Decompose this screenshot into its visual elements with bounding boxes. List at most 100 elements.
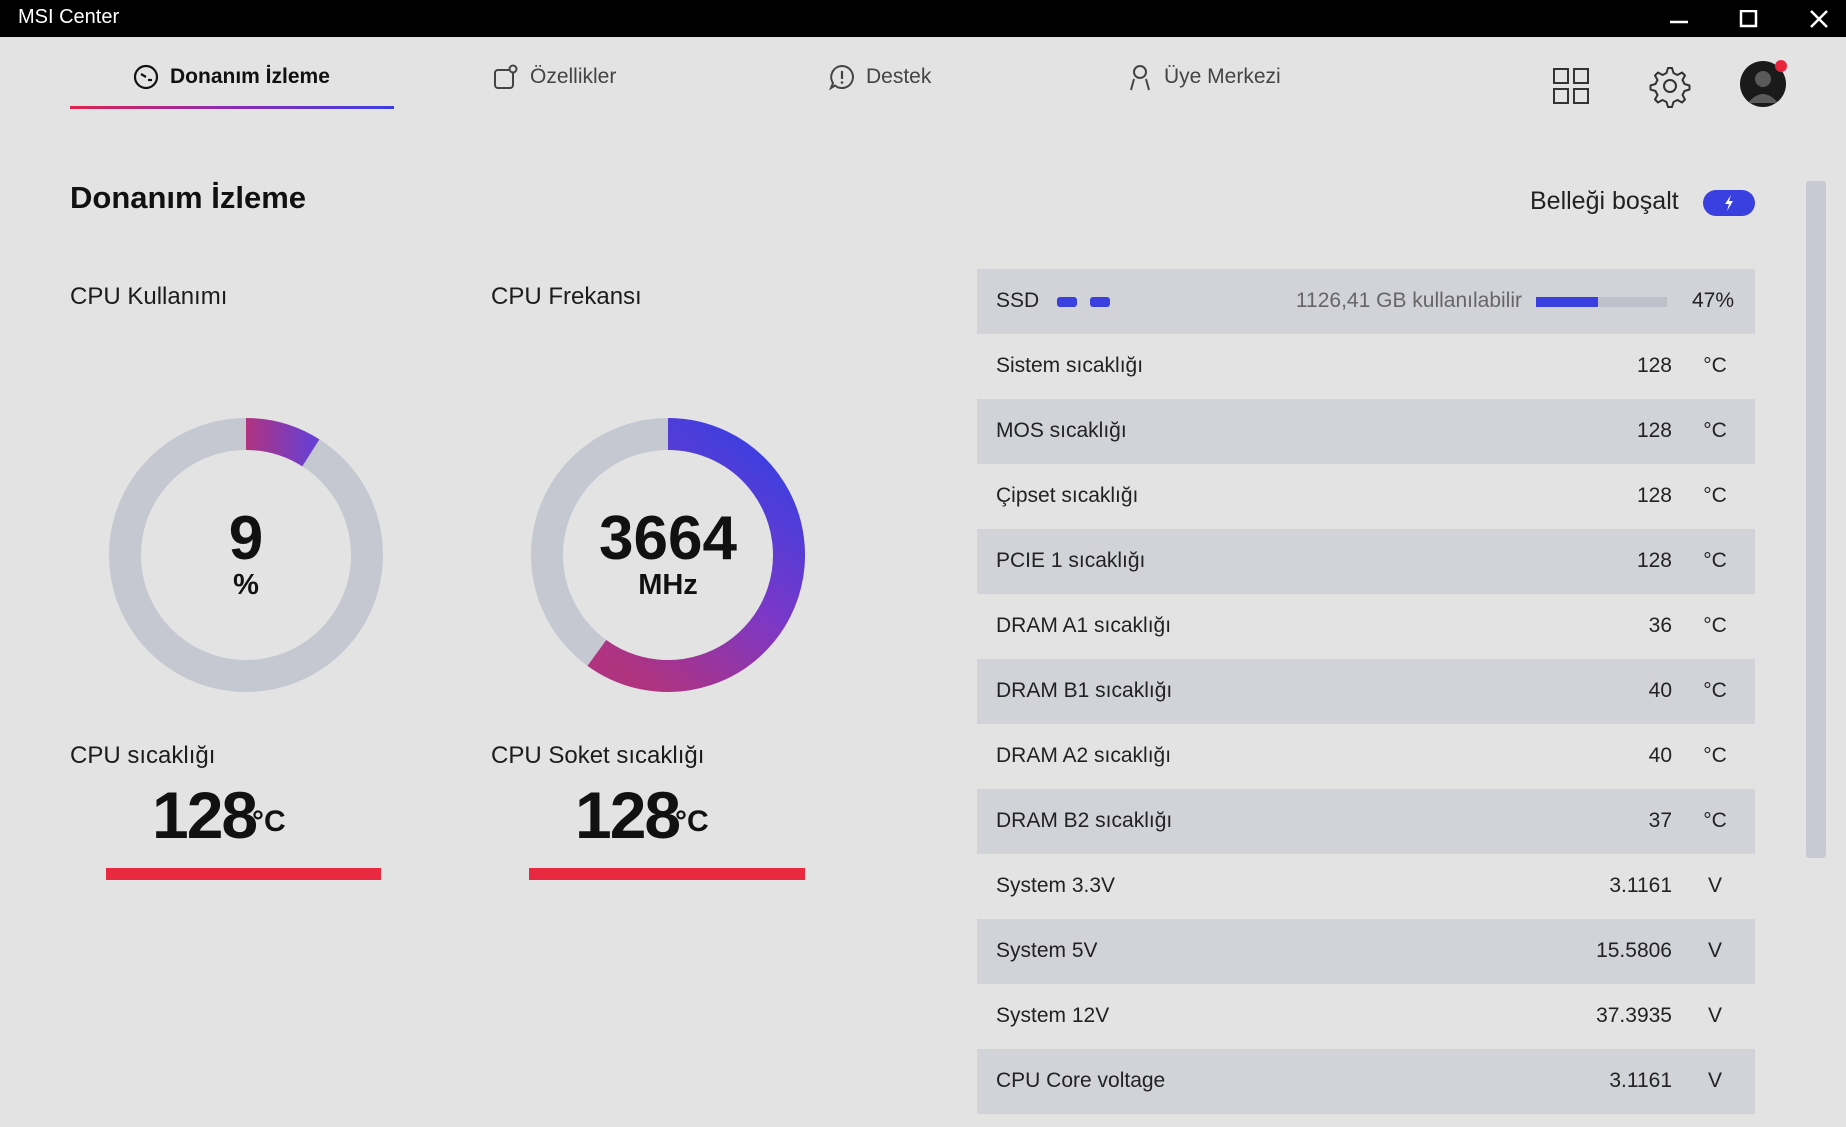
sensor-name: Çipset sıcaklığı (996, 484, 1139, 507)
scrollbar-thumb[interactable] (1806, 181, 1826, 858)
sensor-name: System 5V (996, 939, 1098, 962)
ssd-indicator (1090, 297, 1110, 307)
sensor-value: 36 (1648, 614, 1672, 637)
close-icon (1810, 10, 1828, 28)
ssd-usage-bar (1536, 297, 1667, 307)
close-button[interactable] (1784, 0, 1846, 37)
cpu-usage-gauge (109, 418, 383, 692)
sensor-unit: °C (1703, 354, 1727, 377)
ssd-indicator (1057, 297, 1077, 307)
cpu-frequency-gauge (531, 418, 805, 692)
active-tab-indicator (70, 106, 394, 109)
sensor-unit: °C (1703, 744, 1727, 767)
rocket-icon (1725, 195, 1733, 211)
tab-label: Üye Merkezi (1164, 65, 1281, 88)
ssd-percent: 47% (1691, 289, 1734, 312)
cpu-temp-unit: °C (252, 805, 286, 838)
ssd-available: 1126,41 GB kullanılabilir (1295, 289, 1522, 312)
sensor-name: MOS sıcaklığı (996, 419, 1127, 442)
cpu-temp-value: 128 (152, 778, 258, 852)
cpu-frequency-value: 3664 (599, 504, 737, 573)
gauge-icon (133, 64, 159, 90)
tab-label: Özellikler (530, 65, 617, 88)
sensor-row: DRAM B1 sıcaklığı 40 °C (977, 659, 1755, 724)
socket-temp-label: CPU Soket sıcaklığı (491, 742, 705, 769)
sensor-unit: °C (1703, 419, 1727, 442)
notification-dot (1775, 60, 1787, 72)
sensor-row: CPU Core voltage 3.1161 V (977, 1049, 1755, 1114)
sensor-name: System 3.3V (996, 874, 1116, 897)
sensor-row: DRAM A2 sıcaklığı 40 °C (977, 724, 1755, 789)
sensor-row: Sistem sıcaklığı 128 °C (977, 334, 1755, 399)
sensor-unit: V (1707, 939, 1722, 962)
maximize-button[interactable] (1714, 0, 1784, 37)
sensor-name: DRAM B2 sıcaklığı (996, 809, 1173, 832)
sensor-name: System 12V (996, 1004, 1110, 1027)
sensor-unit: °C (1703, 614, 1727, 637)
sensor-row: PCIE 1 sıcaklığı 128 °C (977, 529, 1755, 594)
minimize-icon (1670, 20, 1688, 24)
cpu-frequency-unit: MHz (638, 569, 698, 601)
user-icon (1130, 65, 1150, 91)
sensor-value: 40 (1648, 679, 1672, 702)
sensor-unit: °C (1703, 549, 1727, 572)
sensor-unit: V (1707, 1004, 1722, 1027)
socket-temp-value: 128 (575, 778, 681, 852)
sensor-unit: °C (1703, 809, 1727, 832)
grid-icon (1553, 68, 1589, 104)
sensor-name: Sistem sıcaklığı (996, 354, 1144, 377)
cpu-usage-unit: % (233, 569, 259, 601)
sensor-row: DRAM A1 sıcaklığı 36 °C (977, 594, 1755, 659)
sensor-row: DRAM B2 sıcaklığı 37 °C (977, 789, 1755, 854)
tab-label: Donanım İzleme (170, 65, 330, 88)
tab-features[interactable]: Özellikler (492, 57, 616, 97)
sensor-value: 37 (1648, 809, 1672, 832)
title-bar: MSI Center (0, 0, 1846, 37)
tab-member-center[interactable]: Üye Merkezi (1126, 57, 1281, 97)
sensor-value: 3.1161 (1609, 1069, 1672, 1092)
free-memory-button[interactable] (1703, 190, 1755, 216)
cpu-frequency-arc (587, 418, 805, 692)
sensor-row: System 3.3V 3.1161 V (977, 854, 1755, 919)
sensor-row: System 12V 37.3935 V (977, 984, 1755, 1049)
free-memory-label: Belleği boşalt (1530, 187, 1679, 215)
gear-icon (1649, 67, 1691, 108)
features-icon (494, 64, 518, 89)
cpu-frequency-label: CPU Frekansı (491, 283, 642, 310)
socket-temp-unit: °C (675, 805, 709, 838)
cpu-usage-label: CPU Kullanımı (70, 283, 228, 310)
sensor-row: Çipset sıcaklığı 128 °C (977, 464, 1755, 529)
tab-hardware-monitor[interactable]: Donanım İzleme (132, 57, 330, 97)
cpu-usage-arc (245, 418, 320, 467)
page-title: Donanım İzleme (70, 180, 306, 215)
sensor-name: PCIE 1 sıcaklığı (996, 549, 1146, 572)
sensor-name: CPU Core voltage (996, 1069, 1166, 1092)
apps-grid-button[interactable] (1547, 61, 1597, 111)
app-window: Donanım İzleme Özellikler Destek Üye Mer… (0, 37, 1846, 1127)
sensor-name: DRAM B1 sıcaklığı (996, 679, 1173, 702)
sensor-unit: °C (1703, 484, 1727, 507)
sensor-value: 3.1161 (1609, 874, 1672, 897)
ssd-name: SSD (996, 289, 1040, 312)
sensor-value: 128 (1636, 484, 1672, 507)
avatar-icon (1748, 71, 1778, 103)
sensor-name: DRAM A1 sıcaklığı (996, 614, 1172, 637)
ssd-usage-fill (1536, 297, 1598, 307)
sensor-list: SSD 1126,41 GB kullanılabilir 47% Sistem… (977, 269, 1755, 1114)
tab-label: Destek (866, 65, 932, 88)
sensor-value: 15.5806 (1596, 939, 1672, 962)
sensor-row: MOS sıcaklığı 128 °C (977, 399, 1755, 464)
support-icon (828, 64, 854, 91)
sensor-value: 128 (1636, 354, 1672, 377)
tab-support[interactable]: Destek (828, 57, 931, 97)
sensor-value: 128 (1636, 419, 1672, 442)
sensor-unit: V (1707, 874, 1722, 897)
sensor-value: 128 (1636, 549, 1672, 572)
minimize-button[interactable] (1644, 0, 1714, 37)
ssd-row: SSD 1126,41 GB kullanılabilir 47% (977, 269, 1755, 334)
sensor-unit: °C (1703, 679, 1727, 702)
maximize-icon (1739, 10, 1758, 28)
cpu-temp-bar (106, 868, 381, 880)
socket-temp-bar (529, 868, 805, 880)
settings-button[interactable] (1643, 61, 1693, 111)
